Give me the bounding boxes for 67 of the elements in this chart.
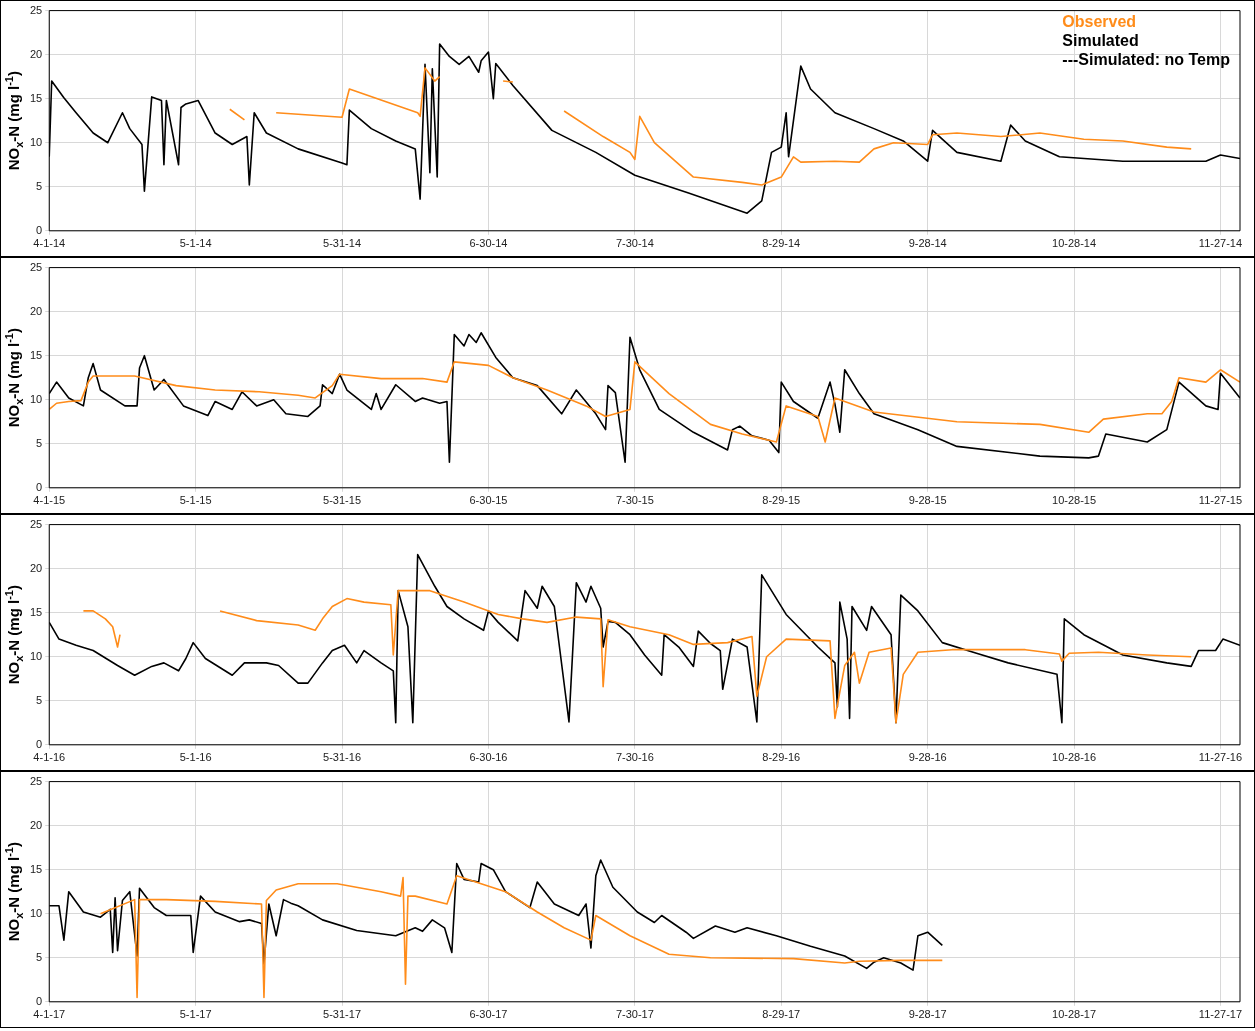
y-tick-label: 15 [29, 348, 43, 361]
x-tick-label: 5-31-14 [323, 237, 362, 250]
y-tick-label: 20 [29, 304, 43, 317]
y-tick-label: 5 [36, 950, 43, 963]
x-tick-label: 4-1-14 [33, 237, 66, 250]
x-tick-label: 7-30-14 [615, 237, 654, 250]
x-tick-label: 11-27-14 [1198, 237, 1243, 250]
y-tick-label: 25 [29, 517, 43, 530]
y-tick-label: 0 [36, 223, 43, 236]
x-tick-label: 8-29-16 [762, 751, 801, 764]
x-tick-label: 10-28-16 [1052, 751, 1097, 764]
x-tick-label: 6-30-15 [469, 494, 508, 507]
y-tick-label: 10 [29, 135, 43, 148]
x-tick-label: 5-1-14 [179, 237, 212, 250]
x-tick-label: 7-30-16 [615, 751, 654, 764]
y-tick-label: 10 [29, 906, 43, 919]
y-tick-label: 10 [29, 392, 43, 405]
x-tick-label: 5-31-16 [323, 751, 362, 764]
y-axis-title: NOx-N (mg l-1) [2, 71, 26, 171]
y-tick-label: 0 [36, 737, 43, 750]
y-tick-label: 20 [29, 47, 43, 60]
y-axis-title: NOx-N (mg l-1) [2, 328, 26, 428]
annotation: ---Simulated: no Temp [1062, 51, 1231, 69]
x-tick-label: 9-28-16 [908, 751, 947, 764]
y-tick-label: 0 [36, 480, 43, 493]
x-tick-label: 5-1-17 [179, 1008, 212, 1021]
y-tick-label: 20 [29, 561, 43, 574]
x-tick-label: 10-28-17 [1052, 1008, 1097, 1021]
x-tick-label: 5-1-15 [179, 494, 212, 507]
text: Observed [1062, 13, 1137, 31]
x-tick-label: 11-27-17 [1198, 1008, 1243, 1021]
y-tick-label: 5 [36, 179, 43, 192]
x-tick-label: 8-29-15 [762, 494, 801, 507]
x-tick-label: 8-29-14 [762, 237, 801, 250]
x-tick-label: 5-1-16 [179, 751, 212, 764]
x-tick-label: 9-28-14 [908, 237, 947, 250]
y-tick-label: 25 [29, 774, 43, 787]
x-tick-label: 4-1-17 [33, 1008, 66, 1021]
y-tick-label: 5 [36, 693, 43, 706]
x-tick-label: 5-31-15 [323, 494, 362, 507]
y-axis-title: NOx-N (mg l-1) [2, 585, 26, 685]
x-tick-label: 6-30-17 [469, 1008, 508, 1021]
x-tick-label: 7-30-17 [615, 1008, 654, 1021]
x-tick-label: 10-28-15 [1052, 494, 1097, 507]
y-tick-label: 15 [29, 91, 43, 104]
text: Simulated [1062, 32, 1139, 50]
x-tick-label: 11-27-16 [1198, 751, 1243, 764]
x-tick-label: 6-30-16 [469, 751, 508, 764]
x-tick-label: 6-30-14 [469, 237, 508, 250]
y-tick-label: 25 [29, 260, 43, 273]
y-tick-label: 0 [36, 994, 43, 1007]
y-tick-label: 20 [29, 818, 43, 831]
y-tick-label: 15 [29, 605, 43, 618]
x-tick-label: 9-28-17 [908, 1008, 947, 1021]
x-tick-label: 5-31-17 [323, 1008, 362, 1021]
y-tick-label: 25 [29, 3, 43, 16]
x-tick-label: 11-27-15 [1198, 494, 1243, 507]
x-tick-label: 4-1-16 [33, 751, 66, 764]
y-tick-label: 5 [36, 436, 43, 449]
x-tick-label: 7-30-15 [615, 494, 654, 507]
y-tick-label: 15 [29, 862, 43, 875]
y-axis-title: NOx-N (mg l-1) [2, 842, 26, 942]
x-tick-label: 8-29-17 [762, 1008, 801, 1021]
x-tick-label: 9-28-15 [908, 494, 947, 507]
x-tick-label: 4-1-15 [33, 494, 66, 507]
y-tick-label: 10 [29, 649, 43, 662]
x-tick-label: 10-28-14 [1052, 237, 1097, 250]
